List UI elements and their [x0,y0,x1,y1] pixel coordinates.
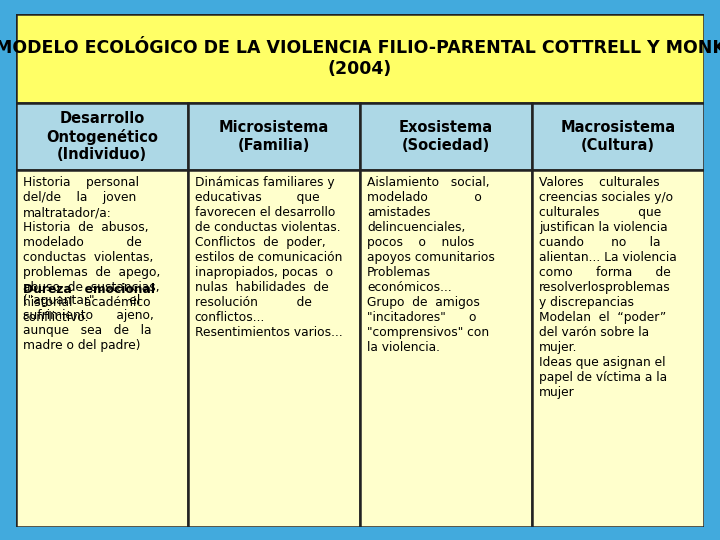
Text: Exosistema
(Sociedad): Exosistema (Sociedad) [399,120,493,153]
Text: Historia    personal
del/de    la    joven
maltratador/a:
Historia  de  abusos,
: Historia personal del/de la joven maltra… [23,176,160,324]
Bar [532,103,704,170]
Text: Dureza   emocional: Dureza emocional [23,284,155,296]
Text: ("aguantar"         el
sufrimiento      ajeno,
aunque   sea   de   la
madre o de: ("aguantar" el sufrimiento ajeno, aunque… [23,294,153,352]
Text: MODELO ECOLÓGICO DE LA VIOLENCIA FILIO-PARENTAL COTTRELL Y MONK
(2004): MODELO ECOLÓGICO DE LA VIOLENCIA FILIO-P… [0,39,720,78]
Bar [360,103,532,170]
Bar [360,170,532,526]
Text: Dinámicas familiares y
educativas         que
favorecen el desarrollo
de conduct: Dinámicas familiares y educativas que fa… [195,176,343,339]
Text: Aislamiento   social,
modelado            o
amistades
delincuenciales,
pocos    : Aislamiento social, modelado o amistades… [367,176,495,354]
Bar [188,170,360,526]
Bar [16,14,704,103]
Bar [16,103,188,170]
Bar [188,103,360,170]
Bar [16,170,188,526]
Bar [532,170,704,526]
Text: Valores    culturales
creencias sociales y/o
culturales          que
justifican : Valores culturales creencias sociales y/… [539,176,677,399]
Text: Microsistema
(Familia): Microsistema (Familia) [219,120,329,153]
Text: Macrosistema
(Cultura): Macrosistema (Cultura) [561,120,675,153]
Text: Desarrollo
Ontogenético
(Individuo): Desarrollo Ontogenético (Individuo) [46,111,158,162]
